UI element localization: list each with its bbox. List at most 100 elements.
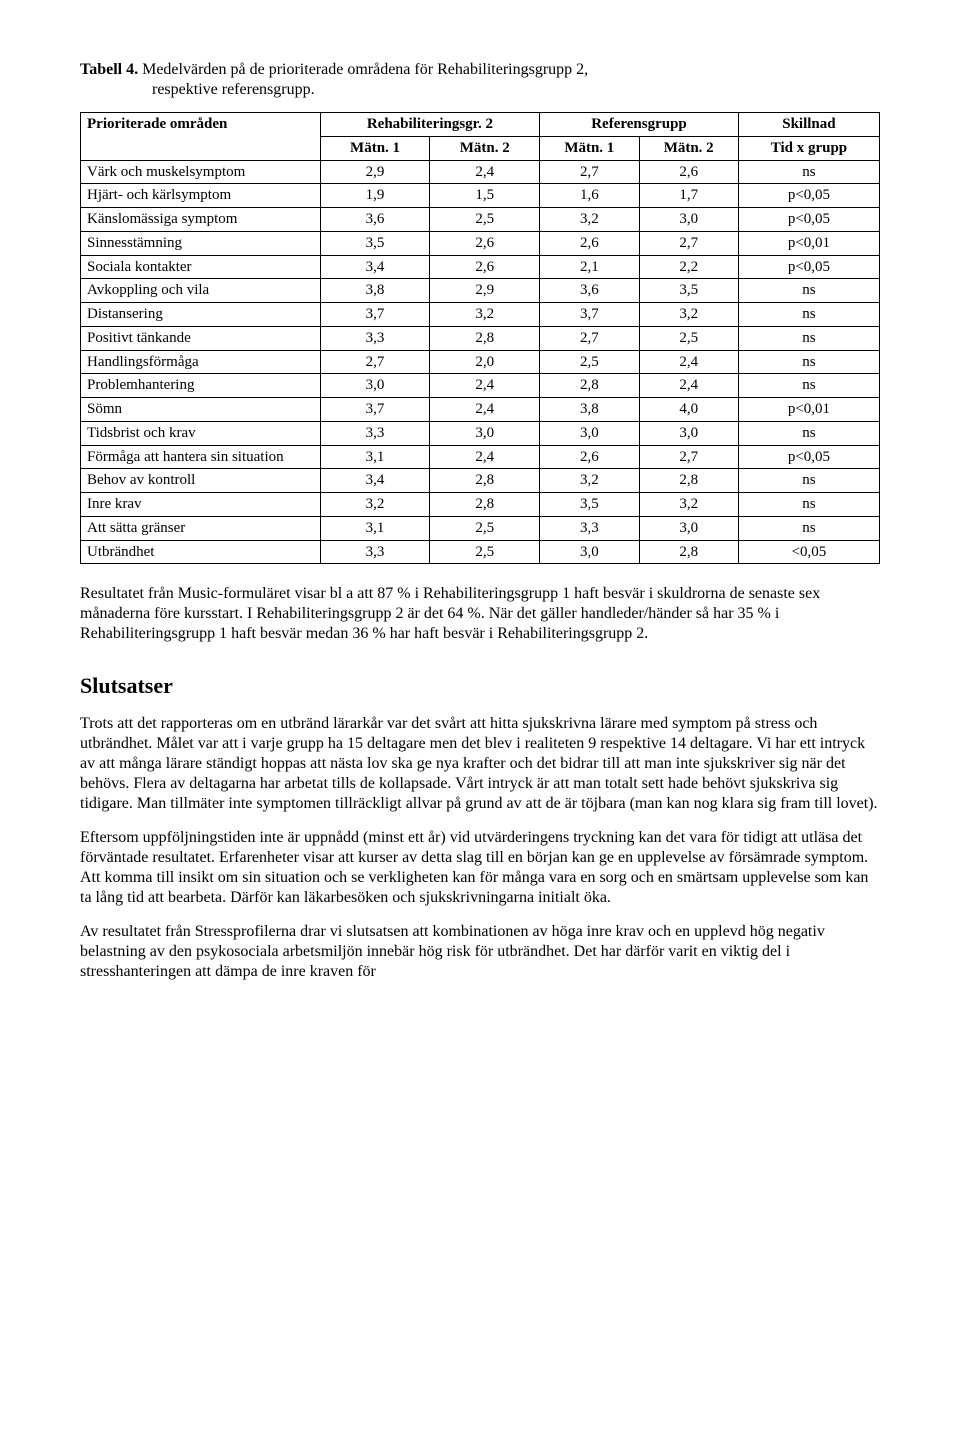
cell-v4: 2,2	[639, 255, 738, 279]
cell-v1: 2,9	[320, 160, 430, 184]
cell-v4: 3,0	[639, 421, 738, 445]
table-row: Förmåga att hantera sin situation3,12,42…	[81, 445, 880, 469]
cell-v3: 3,0	[540, 540, 639, 564]
table-row: Tidsbrist och krav3,33,03,03,0ns	[81, 421, 880, 445]
row-label: Problemhantering	[81, 374, 321, 398]
cell-v2: 2,5	[430, 208, 540, 232]
table-row: Sinnesstämning3,52,62,62,7p<0,01	[81, 231, 880, 255]
table-row: Handlingsförmåga2,72,02,52,4ns	[81, 350, 880, 374]
table-row: Problemhantering3,02,42,82,4ns	[81, 374, 880, 398]
cell-v3: 2,7	[540, 326, 639, 350]
cell-v4: 3,0	[639, 516, 738, 540]
cell-v2: 2,4	[430, 398, 540, 422]
table-row: Avkoppling och vila3,82,93,63,5ns	[81, 279, 880, 303]
cell-v4: 2,4	[639, 374, 738, 398]
col-m2b: Mätn. 2	[639, 136, 738, 160]
cell-v1: 3,7	[320, 303, 430, 327]
table-row: Värk och muskelsymptom2,92,42,72,6ns	[81, 160, 880, 184]
cell-v4: 2,4	[639, 350, 738, 374]
cell-v4: 1,7	[639, 184, 738, 208]
row-label: Hjärt- och kärlsymptom	[81, 184, 321, 208]
cell-v1: 1,9	[320, 184, 430, 208]
cell-skillnad: ns	[738, 493, 879, 517]
row-label: Utbrändhet	[81, 540, 321, 564]
cell-v2: 2,6	[430, 255, 540, 279]
cell-v1: 3,1	[320, 516, 430, 540]
cell-skillnad: <0,05	[738, 540, 879, 564]
cell-v4: 2,6	[639, 160, 738, 184]
cell-v2: 3,2	[430, 303, 540, 327]
cell-v4: 3,2	[639, 493, 738, 517]
cell-v4: 2,8	[639, 540, 738, 564]
table-caption: Tabell 4. Medelvärden på de prioriterade…	[80, 60, 880, 100]
cell-v1: 3,0	[320, 374, 430, 398]
row-label: Sinnesstämning	[81, 231, 321, 255]
cell-v2: 2,8	[430, 326, 540, 350]
cell-v1: 3,4	[320, 469, 430, 493]
row-label: Värk och muskelsymptom	[81, 160, 321, 184]
cell-v2: 1,5	[430, 184, 540, 208]
row-label: Tidsbrist och krav	[81, 421, 321, 445]
cell-v2: 2,9	[430, 279, 540, 303]
table-body: Värk och muskelsymptom2,92,42,72,6nsHjär…	[81, 160, 880, 564]
row-label: Avkoppling och vila	[81, 279, 321, 303]
cell-v1: 3,4	[320, 255, 430, 279]
cell-skillnad: ns	[738, 303, 879, 327]
row-label: Sömn	[81, 398, 321, 422]
cell-v3: 2,7	[540, 160, 639, 184]
table-row: Hjärt- och kärlsymptom1,91,51,61,7p<0,05	[81, 184, 880, 208]
row-label: Positivt tänkande	[81, 326, 321, 350]
cell-skillnad: ns	[738, 160, 879, 184]
cell-skillnad: ns	[738, 469, 879, 493]
cell-v1: 3,6	[320, 208, 430, 232]
row-label: Sociala kontakter	[81, 255, 321, 279]
cell-skillnad: p<0,05	[738, 184, 879, 208]
cell-v2: 2,4	[430, 160, 540, 184]
cell-skillnad: p<0,05	[738, 208, 879, 232]
cell-skillnad: p<0,01	[738, 231, 879, 255]
cell-skillnad: ns	[738, 421, 879, 445]
cell-v2: 2,8	[430, 493, 540, 517]
cell-v3: 2,6	[540, 445, 639, 469]
cell-v4: 3,0	[639, 208, 738, 232]
cell-v4: 3,2	[639, 303, 738, 327]
cell-skillnad: ns	[738, 516, 879, 540]
col-tidxgrupp: Tid x grupp	[738, 136, 879, 160]
row-label: Behov av kontroll	[81, 469, 321, 493]
cell-v1: 3,7	[320, 398, 430, 422]
cell-v3: 3,0	[540, 421, 639, 445]
cell-v2: 2,4	[430, 374, 540, 398]
cell-v3: 3,3	[540, 516, 639, 540]
paragraph-3: Eftersom uppföljningstiden inte är uppnå…	[80, 828, 880, 908]
section-heading: Slutsatser	[80, 672, 880, 700]
cell-v3: 3,2	[540, 469, 639, 493]
cell-v4: 2,5	[639, 326, 738, 350]
cell-v3: 2,5	[540, 350, 639, 374]
cell-v4: 2,7	[639, 445, 738, 469]
cell-v3: 3,6	[540, 279, 639, 303]
table-row: Positivt tänkande3,32,82,72,5ns	[81, 326, 880, 350]
table-header-row-1: Prioriterade områden Rehabiliteringsgr. …	[81, 113, 880, 137]
cell-skillnad: ns	[738, 350, 879, 374]
row-label: Känslomässiga symptom	[81, 208, 321, 232]
cell-skillnad: p<0,05	[738, 255, 879, 279]
paragraph-result: Resultatet från Music-formuläret visar b…	[80, 584, 880, 644]
col-skillnad: Skillnad	[738, 113, 879, 137]
col-prioriterade: Prioriterade områden	[81, 113, 321, 161]
cell-v4: 2,8	[639, 469, 738, 493]
cell-skillnad: ns	[738, 279, 879, 303]
table-row: Distansering3,73,23,73,2ns	[81, 303, 880, 327]
cell-v2: 2,5	[430, 516, 540, 540]
paragraph-2: Trots att det rapporteras om en utbränd …	[80, 714, 880, 814]
row-label: Inre krav	[81, 493, 321, 517]
cell-v1: 3,5	[320, 231, 430, 255]
cell-v2: 2,6	[430, 231, 540, 255]
table-row: Utbrändhet3,32,53,02,8<0,05	[81, 540, 880, 564]
table-row: Inre krav3,22,83,53,2ns	[81, 493, 880, 517]
cell-v3: 2,6	[540, 231, 639, 255]
caption-text-1: Medelvärden på de prioriterade områdena …	[138, 61, 588, 78]
cell-v1: 3,2	[320, 493, 430, 517]
cell-skillnad: p<0,01	[738, 398, 879, 422]
cell-v2: 2,5	[430, 540, 540, 564]
row-label: Att sätta gränser	[81, 516, 321, 540]
